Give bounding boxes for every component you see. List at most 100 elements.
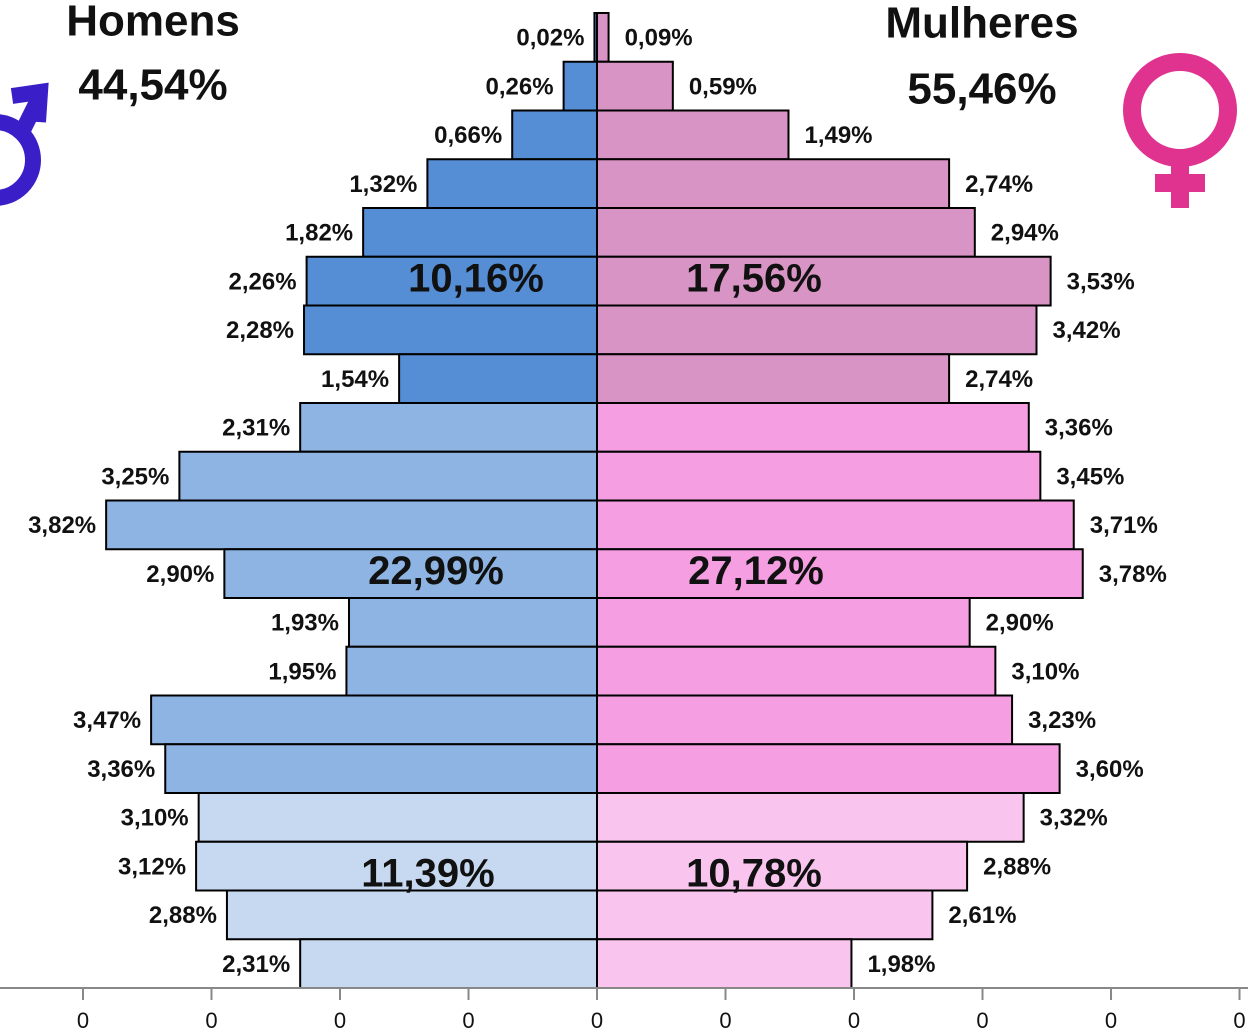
bar — [225, 889, 599, 941]
bar — [362, 207, 599, 258]
value-label: 3,71% — [1090, 512, 1158, 539]
value-label: 3,36% — [1045, 415, 1113, 442]
value-label: 0,59% — [689, 73, 757, 100]
bar — [596, 402, 1030, 453]
bar — [596, 840, 969, 892]
x-tick-label: 0 — [462, 1008, 474, 1033]
value-label: 3,60% — [1076, 756, 1144, 783]
value-label: 3,25% — [101, 463, 169, 490]
x-tick-label: 0 — [591, 1008, 603, 1033]
x-tick-label: 0 — [1105, 1008, 1117, 1033]
value-label: 1,54% — [321, 366, 389, 393]
value-label: 2,61% — [948, 902, 1016, 929]
value-label: 3,32% — [1040, 805, 1108, 832]
value-label: 2,88% — [149, 902, 217, 929]
bar — [195, 840, 599, 892]
value-label: 2,88% — [983, 853, 1051, 880]
value-label: 0,02% — [516, 25, 584, 52]
bar — [299, 938, 599, 989]
value-label: 3,78% — [1099, 561, 1167, 588]
bar — [596, 158, 951, 209]
value-label: 2,28% — [226, 317, 294, 344]
value-label: 0,26% — [486, 73, 554, 100]
value-label: 2,74% — [965, 171, 1033, 198]
value-label: 0,66% — [434, 122, 502, 149]
x-tick-label: 0 — [848, 1008, 860, 1033]
bar — [105, 499, 599, 551]
x-tick-label: 0 — [1233, 1008, 1245, 1033]
value-label: 2,31% — [222, 415, 290, 442]
bar — [562, 60, 599, 112]
bar — [596, 109, 790, 161]
bar — [596, 255, 1052, 307]
value-label: 1,82% — [285, 220, 353, 247]
value-label: 3,47% — [73, 707, 141, 734]
value-label: 1,32% — [349, 171, 417, 198]
male-symbol — [0, 82, 49, 206]
group-label: 10,16% — [408, 257, 544, 301]
bar — [299, 402, 599, 453]
bar — [596, 499, 1075, 551]
left-title: Homens — [66, 0, 240, 46]
value-label: 1,49% — [804, 122, 872, 149]
value-label: 3,10% — [121, 805, 189, 832]
value-label: 0,09% — [625, 25, 693, 52]
value-label: 3,36% — [87, 756, 155, 783]
bar — [305, 255, 599, 307]
value-label: 3,10% — [1011, 658, 1079, 685]
group-label: 11,39% — [361, 851, 494, 895]
left-total: 44,54% — [78, 61, 227, 110]
bar — [596, 60, 674, 112]
value-label: 2,31% — [222, 951, 290, 978]
right-total: 55,46% — [907, 65, 1056, 114]
x-tick-label: 0 — [976, 1008, 988, 1033]
value-label: 1,95% — [268, 658, 336, 685]
bar — [303, 304, 599, 356]
value-label: 3,42% — [1052, 317, 1120, 344]
bar — [150, 694, 599, 746]
bar — [596, 304, 1038, 356]
bar — [398, 353, 599, 404]
bar — [596, 694, 1014, 746]
value-label: 1,98% — [867, 951, 935, 978]
group-label: 10,78% — [686, 851, 822, 895]
female-symbol — [1123, 53, 1237, 208]
value-label: 2,90% — [146, 561, 214, 588]
group-label: 17,56% — [686, 257, 822, 301]
bar — [197, 792, 599, 843]
bar — [511, 109, 599, 161]
bar — [596, 938, 853, 989]
group-label: 22,99% — [368, 549, 504, 593]
value-label: 3,45% — [1056, 463, 1124, 490]
value-label: 1,93% — [271, 610, 339, 637]
bar — [596, 645, 997, 697]
bar — [178, 450, 599, 502]
bar — [164, 743, 599, 794]
value-label: 3,82% — [28, 512, 96, 539]
bar — [348, 597, 599, 648]
value-label: 3,23% — [1028, 707, 1096, 734]
bar — [596, 12, 610, 63]
x-tick-label: 0 — [334, 1008, 346, 1033]
value-label: 2,26% — [229, 268, 297, 295]
value-label: 3,12% — [118, 853, 186, 880]
x-tick-label: 0 — [77, 1008, 89, 1033]
value-label: 3,53% — [1067, 268, 1135, 295]
bar — [596, 889, 934, 941]
x-tick-label: 0 — [719, 1008, 731, 1033]
bar — [426, 158, 599, 209]
value-label: 2,74% — [965, 366, 1033, 393]
bar — [596, 353, 951, 404]
value-label: 2,94% — [991, 220, 1059, 247]
bar — [345, 645, 599, 697]
bar — [596, 450, 1042, 502]
bar — [596, 597, 971, 648]
bar — [596, 207, 976, 258]
value-label: 2,90% — [986, 610, 1054, 637]
bar — [596, 743, 1061, 794]
bar — [596, 792, 1025, 843]
group-label: 27,12% — [688, 549, 824, 593]
right-title: Mulheres — [885, 0, 1078, 48]
bar — [596, 548, 1084, 599]
